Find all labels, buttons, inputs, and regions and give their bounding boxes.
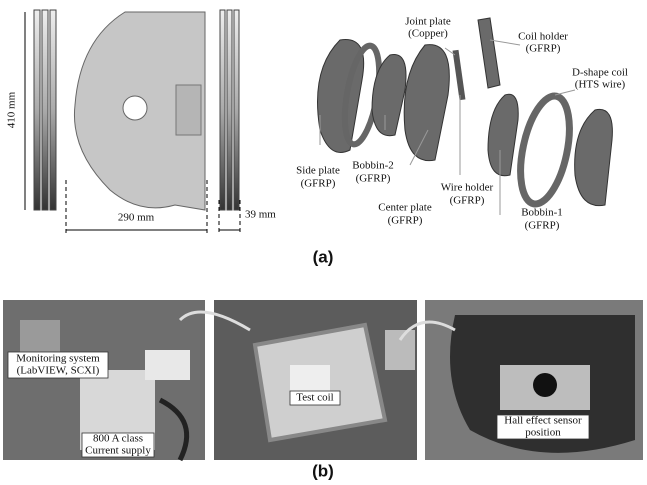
photo-label: Test coil xyxy=(296,392,333,404)
hole xyxy=(123,96,147,120)
photo-label: Hall effect sensor xyxy=(504,415,582,427)
caption: (a) xyxy=(313,247,334,266)
part-label: (Copper) xyxy=(408,28,448,40)
part-label: Bobbin-2 xyxy=(352,160,394,172)
part-label: (GFRP) xyxy=(388,215,423,227)
dimension-label: 39 mm xyxy=(245,209,276,221)
part-label: Coil holder xyxy=(518,31,568,43)
part-label: (GFRP) xyxy=(526,43,561,55)
photo xyxy=(214,300,417,460)
dimension-label: 290 mm xyxy=(118,212,155,224)
part-label: Joint plate xyxy=(405,16,451,28)
caption: (b) xyxy=(312,461,334,480)
photo-label: position xyxy=(525,427,561,439)
photo-label: 800 A class xyxy=(93,433,143,445)
part-label: (HTS wire) xyxy=(575,79,626,91)
photo-label: (LabVIEW, SCXI) xyxy=(17,365,100,377)
part-label: D-shape coil xyxy=(572,67,628,79)
part-label: Center plate xyxy=(378,202,432,214)
edge-view xyxy=(220,10,239,210)
photo-label: Current supply xyxy=(85,445,151,457)
side-view xyxy=(34,10,56,210)
part-label: Wire holder xyxy=(441,182,494,194)
slot xyxy=(176,85,201,135)
part-label: Side plate xyxy=(296,165,340,177)
part-label: (GFRP) xyxy=(450,195,485,207)
part-label: (GFRP) xyxy=(356,173,391,185)
photo-label: Monitoring system xyxy=(16,353,100,365)
part-label: Bobbin-1 xyxy=(521,207,563,219)
part-label: (GFRP) xyxy=(525,220,560,232)
dimension-label: 410 mm xyxy=(6,91,18,128)
figure: 410 mm 290 mm 39 mm Joint plate (Copper)… xyxy=(0,0,647,485)
part-label: (GFRP) xyxy=(301,178,336,190)
